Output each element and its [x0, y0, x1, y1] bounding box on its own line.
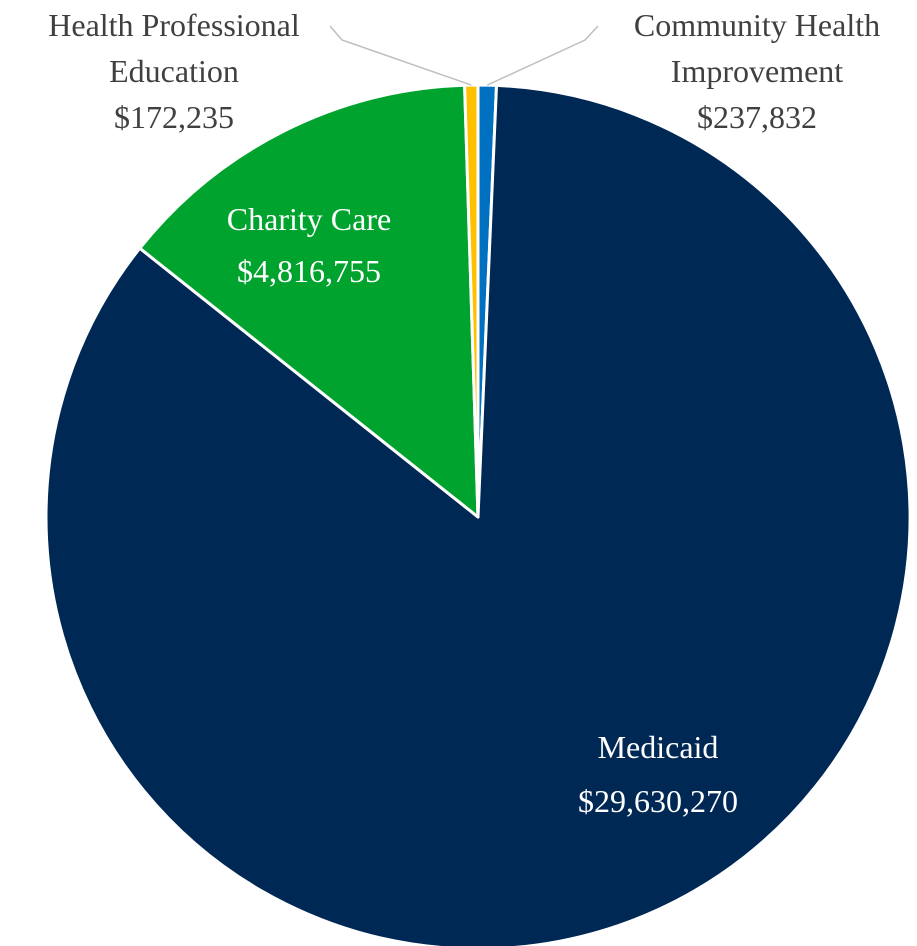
leader-line-community-health-improvement: [486, 25, 599, 86]
charity-care-label: Charity Care: [227, 201, 391, 237]
community-health-improvement-label-line2: Improvement: [671, 53, 844, 89]
medicaid-value-label: $29,630,270: [578, 783, 738, 819]
health-professional-education-label-line1: Health Professional: [48, 7, 300, 43]
community-health-improvement-value-label: $237,832: [697, 99, 817, 135]
charity-care-value-label: $4,816,755: [237, 253, 381, 289]
slice-charity-care: [138, 83, 480, 519]
leader-lines: [329, 25, 599, 86]
medicaid-label: Medicaid: [598, 729, 719, 765]
leader-line-health-professional-education: [329, 25, 472, 86]
slice-medicaid: [44, 83, 912, 946]
health-professional-education-value-label: $172,235: [114, 99, 234, 135]
health-professional-education-label-line2: Education: [109, 53, 239, 89]
community-health-improvement-label-line1: Community Health: [634, 7, 880, 43]
pie-slices: [44, 83, 912, 946]
